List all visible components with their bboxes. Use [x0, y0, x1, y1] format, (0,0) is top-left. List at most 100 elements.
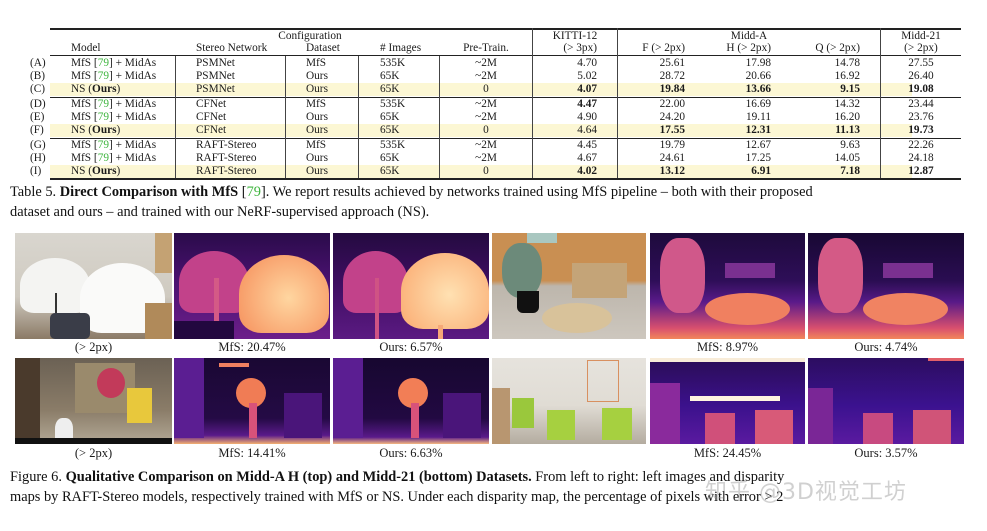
col-divider [439, 56, 440, 178]
row-id: (G) [30, 139, 46, 151]
row-id: (F) [30, 124, 44, 136]
row-id: (B) [30, 70, 46, 82]
cell-images: 65K [380, 83, 400, 95]
table-bottom-rule [50, 178, 961, 180]
cell-kitti: 4.90 [577, 111, 597, 123]
cell-midd-21: 26.40 [908, 70, 934, 82]
cell-dataset: Ours [306, 70, 328, 82]
cell-kitti: 4.07 [577, 83, 597, 95]
cell-stereo-network: RAFT-Stereo [196, 152, 257, 164]
disparity-map-mfs-plant [650, 233, 805, 339]
label-ours-chairs: Ours: 3.57% [854, 446, 918, 460]
table-top-rule [50, 28, 961, 30]
col-pretrain: Pre-Train. [463, 42, 509, 54]
cell-kitti: 4.64 [577, 124, 597, 136]
cell-model: MfS [79] + MidAs [71, 70, 157, 82]
cell-dataset: Ours [306, 124, 328, 136]
cell-dataset: Ours [306, 165, 328, 177]
disparity-map-mfs-flowers [174, 358, 330, 444]
rgb-image-chairs [492, 358, 646, 444]
row-id: (A) [30, 57, 46, 69]
figure-caption-line2: maps by RAFT-Stereo models, respectively… [10, 489, 784, 505]
cell-pretrain: ~2M [475, 98, 497, 110]
citation-link[interactable]: 79 [97, 111, 109, 123]
cell-model: NS (Ours) [71, 83, 121, 95]
label-mfs-chairs: MfS: 24.45% [693, 446, 762, 460]
citation-link[interactable]: 79 [97, 98, 109, 110]
cell-stereo-network: CFNet [196, 111, 227, 123]
citation-link[interactable]: 79 [97, 70, 109, 82]
citation-link[interactable]: 79 [246, 184, 261, 200]
figure-caption: Figure 6. Qualitative Comparison on Midd… [10, 469, 785, 485]
col-divider [358, 56, 359, 178]
row-id: (D) [30, 98, 46, 110]
label-threshold-top: (> 2px) [74, 340, 113, 354]
cell-pretrain: ~2M [475, 70, 497, 82]
row-id: (H) [30, 152, 46, 164]
cell-dataset: Ours [306, 152, 328, 164]
cell-midd-21: 12.87 [908, 165, 934, 177]
cell-images: 65K [380, 165, 400, 177]
cell-midd-a-q: 16.92 [834, 70, 860, 82]
cell-pretrain: ~2M [475, 152, 497, 164]
cell-midd-a-q: 7.18 [840, 165, 860, 177]
citation-link[interactable]: 79 [97, 152, 109, 164]
disparity-map-ours-chairs [808, 358, 964, 444]
table-caption-line2: dataset and ours – and trained with our … [10, 204, 430, 220]
cell-dataset: Ours [306, 111, 328, 123]
cell-midd-a-h: 12.67 [745, 139, 771, 151]
cell-pretrain: 0 [483, 83, 489, 95]
header-rule [50, 55, 961, 56]
cell-images: 65K [380, 70, 400, 82]
cell-midd-a-q: 11.13 [835, 124, 860, 136]
disparity-map-ours-plant [808, 233, 964, 339]
citation-link[interactable]: 79 [97, 139, 109, 151]
row-id: (C) [30, 83, 46, 95]
cell-stereo-network: PSMNet [196, 70, 235, 82]
cell-midd-a-h: 17.98 [745, 57, 771, 69]
cell-dataset: MfS [306, 139, 327, 151]
disparity-map-mfs-umbrellas [174, 233, 330, 339]
citation-link[interactable]: 79 [97, 57, 109, 69]
cell-images: 65K [380, 152, 400, 164]
cell-model: MfS [79] + MidAs [71, 139, 157, 151]
watermark: 知乎 @3D视觉工坊 [705, 480, 907, 505]
cell-model: NS (Ours) [71, 124, 121, 136]
cell-pretrain: 0 [483, 165, 489, 177]
cell-stereo-network: CFNet [196, 98, 227, 110]
figure-caption-title: Qualitative Comparison on Midd-A H (top)… [65, 469, 532, 485]
cell-midd-a-h: 12.31 [745, 124, 771, 136]
cell-model: MfS [79] + MidAs [71, 57, 157, 69]
cell-kitti: 5.02 [577, 70, 597, 82]
cell-midd-a-q: 14.78 [834, 57, 860, 69]
label-ours-plant: Ours: 4.74% [854, 340, 918, 354]
cell-midd-a-f: 24.20 [659, 111, 685, 123]
rgb-image-umbrellas [15, 233, 172, 339]
cell-model: MfS [79] + MidAs [71, 152, 157, 164]
cell-images: 535K [380, 139, 406, 151]
cell-stereo-network: RAFT-Stereo [196, 139, 257, 151]
cell-midd-21: 23.76 [908, 111, 934, 123]
cell-pretrain: ~2M [475, 111, 497, 123]
label-ours-umbrellas: Ours: 6.57% [379, 340, 443, 354]
rgb-image-plant [492, 233, 646, 339]
table-caption-title: Direct Comparison with MfS [59, 184, 239, 200]
col-divider [175, 56, 176, 178]
col-divider [532, 28, 533, 178]
cell-model: MfS [79] + MidAs [71, 111, 157, 123]
cell-model: NS (Ours) [71, 165, 121, 177]
highlight-row-f [50, 124, 912, 137]
disparity-map-ours-flowers [333, 358, 489, 444]
cell-dataset: Ours [306, 83, 328, 95]
col-divider [617, 28, 618, 178]
cell-stereo-network: CFNet [196, 124, 227, 136]
label-ours-flowers: Ours: 6.63% [379, 446, 443, 460]
comparison-table: Configuration KITTI-12 Midd-A Midd-21 Mo… [0, 0, 987, 180]
col-midd21: (> 2px) [904, 42, 938, 54]
cell-midd-a-f: 19.84 [659, 83, 685, 95]
disparity-map-mfs-chairs [650, 358, 805, 444]
col-q: Q (> 2px) [815, 42, 860, 54]
label-threshold-bottom: (> 2px) [74, 446, 113, 460]
table-caption: Table 5. Direct Comparison with MfS [79]… [10, 184, 813, 200]
cell-midd-a-f: 24.61 [659, 152, 685, 164]
